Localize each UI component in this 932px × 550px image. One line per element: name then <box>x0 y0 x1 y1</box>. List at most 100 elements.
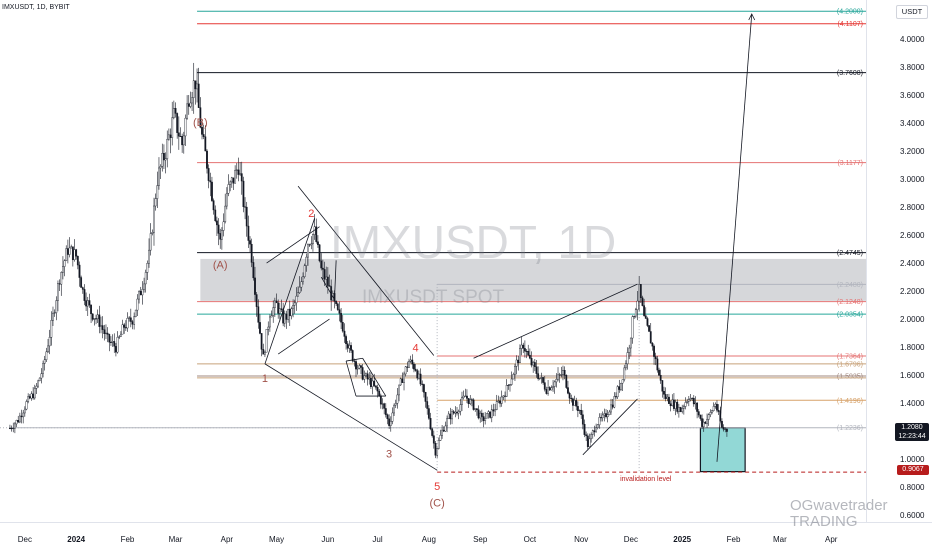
candle-body <box>267 326 270 330</box>
candle-body <box>427 408 430 419</box>
candle-body <box>648 325 650 332</box>
candle-body <box>374 385 377 388</box>
candle-body <box>326 276 329 286</box>
level-label: (1.7364) <box>837 353 863 360</box>
price-tick-label: 2.2000 <box>900 287 925 296</box>
candle-body <box>601 414 604 419</box>
candle-body <box>379 395 382 405</box>
candle-body <box>360 365 362 368</box>
time-axis[interactable]: Dec 2024 Feb Mar Apr May Jun Jul Aug Sep Oct Nov Dec… <box>18 535 838 544</box>
candle-body <box>557 374 559 380</box>
candle-body <box>540 377 543 379</box>
candle-body <box>237 169 240 175</box>
candle-body <box>370 377 372 388</box>
candle-body <box>365 373 367 376</box>
candle-body <box>646 318 649 326</box>
candle-body <box>611 404 614 408</box>
candle-body <box>477 409 480 419</box>
candle-body <box>323 269 326 280</box>
candle-body <box>492 409 495 412</box>
trend-line <box>334 260 337 300</box>
candle-body <box>297 292 299 297</box>
candle-body <box>133 316 136 325</box>
candle-body <box>615 396 617 398</box>
candle-body <box>315 226 318 242</box>
candle-body <box>664 394 667 399</box>
candle-body <box>485 413 488 419</box>
candle-body <box>93 318 96 320</box>
candle-body <box>76 255 79 266</box>
candle-body <box>174 108 177 114</box>
candle-body <box>45 351 48 360</box>
candle-body <box>616 386 619 398</box>
candle-body <box>489 411 492 418</box>
level-label: (1.2236) <box>837 425 863 432</box>
candle-body <box>523 348 526 352</box>
candle-body <box>613 396 616 408</box>
candle-body <box>403 373 405 383</box>
candle-body <box>230 177 233 183</box>
candle-body <box>116 337 119 353</box>
watermark-subtitle: IMXUSDT SPOT <box>362 287 505 308</box>
candle-body <box>510 378 513 385</box>
candle-body <box>38 377 41 382</box>
candle-body <box>290 308 293 317</box>
candle-body <box>66 248 69 255</box>
candle-body <box>270 315 273 318</box>
candle-body <box>172 108 175 118</box>
candle-body <box>482 416 485 421</box>
candle-body <box>545 389 548 394</box>
level-label: (2.4745) <box>837 250 863 257</box>
candle-body <box>507 384 510 386</box>
time-tick-label: Mar <box>773 535 787 544</box>
candle-body <box>419 373 422 385</box>
time-tick-label: Nov <box>574 535 588 544</box>
candle-body <box>265 329 268 353</box>
candle-body <box>234 169 237 184</box>
candle-body <box>550 387 553 391</box>
price-tick-label: 3.0000 <box>900 175 925 184</box>
candle-body <box>573 400 576 406</box>
candle-body <box>716 403 718 411</box>
price-tick-label: 1.4000 <box>900 399 925 408</box>
candle-body <box>600 417 602 419</box>
candle-body <box>383 403 386 409</box>
candle-body <box>194 80 197 90</box>
candle-body <box>249 240 251 245</box>
price-tick-label: 0.6000 <box>900 511 925 520</box>
time-tick-label: Dec <box>624 535 638 544</box>
candle-body <box>444 425 447 432</box>
candle-body <box>143 283 145 290</box>
candle-body <box>517 359 520 364</box>
candle-body <box>522 344 525 349</box>
candle-body <box>590 434 593 440</box>
time-tick-label: 2025 <box>673 535 691 544</box>
candle-body <box>33 388 36 399</box>
candle-body <box>406 366 409 368</box>
candle-body <box>293 302 296 306</box>
candle-countdown: 12:23:44 <box>898 433 926 440</box>
candle-body <box>618 386 621 390</box>
candle-body <box>176 113 179 133</box>
candle-body <box>363 375 366 380</box>
currency-unit-button[interactable]: USDT <box>896 5 928 19</box>
candle-body <box>182 135 185 146</box>
candle-body <box>692 398 695 405</box>
candle-body <box>153 205 155 233</box>
price-tick-label: 4.0000 <box>900 35 925 44</box>
candle-body <box>605 413 607 418</box>
candle-body <box>502 395 505 398</box>
candle-body <box>283 313 286 324</box>
price-tick-label: 2.4000 <box>900 259 925 268</box>
candle-body <box>159 166 162 169</box>
candle-body <box>593 430 596 433</box>
candle-body <box>631 316 634 339</box>
candle-body <box>115 346 117 353</box>
candle-body <box>96 314 99 319</box>
price-tick-label: 1.0000 <box>900 455 925 464</box>
candle-body <box>641 297 644 306</box>
candle-body <box>43 359 46 364</box>
price-axis[interactable]: 0.60000.80001.00001.20001.40001.60001.80… <box>900 35 925 520</box>
candle-body <box>211 181 213 201</box>
